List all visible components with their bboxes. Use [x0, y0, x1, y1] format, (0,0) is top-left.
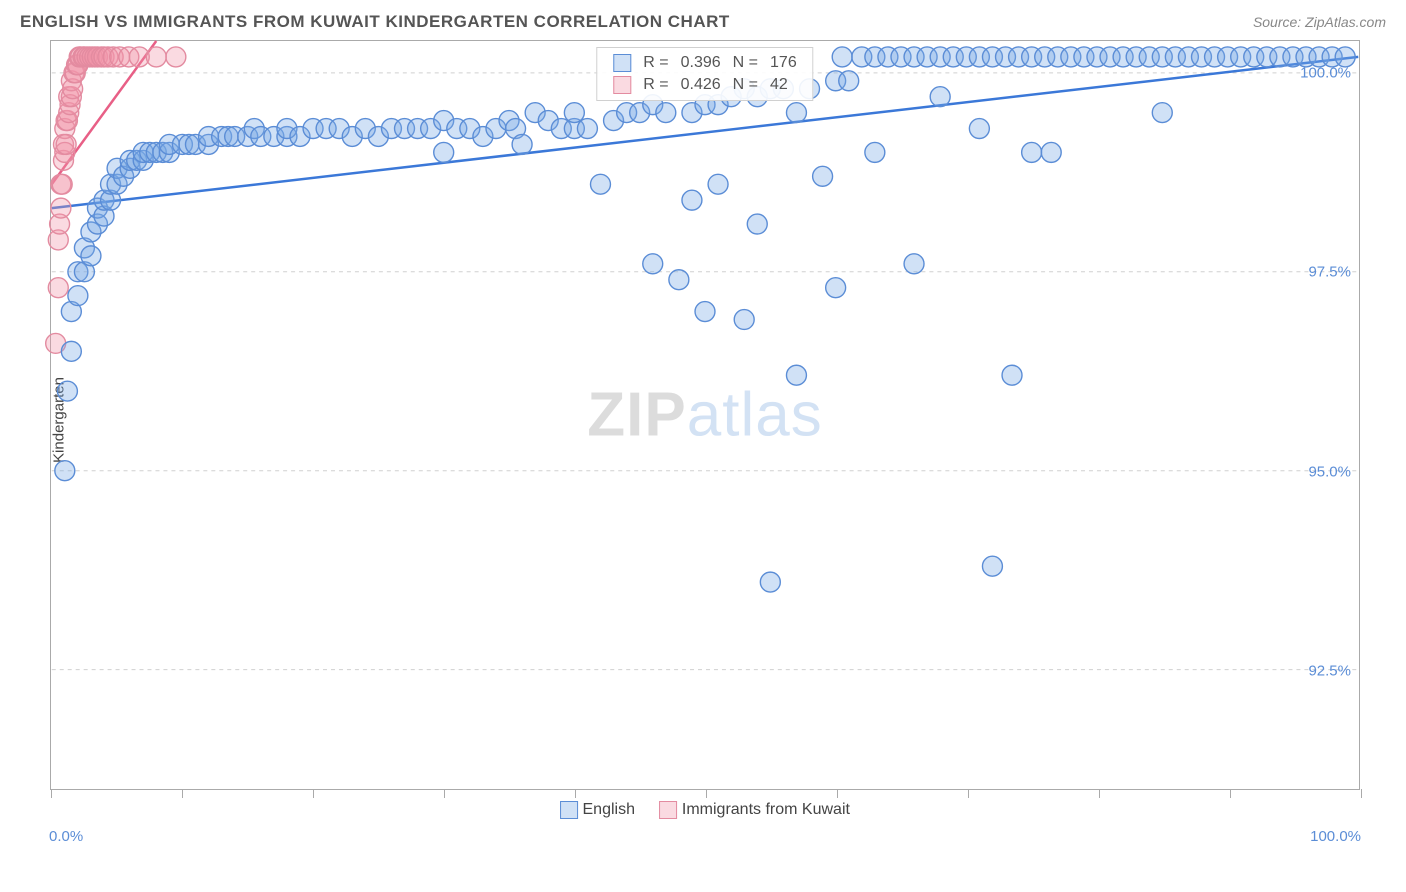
- legend-label-english: English: [583, 801, 635, 818]
- y-tick-label: 95.0%: [1308, 463, 1351, 480]
- chart-header: ENGLISH VS IMMIGRANTS FROM KUWAIT KINDER…: [0, 0, 1406, 40]
- n-value-kuwait: 42: [764, 74, 803, 96]
- legend-square-kuwait-icon: [659, 801, 677, 819]
- chart-area: ZIPatlas R = 0.396 N = 176 R = 0.426 N =…: [50, 40, 1360, 790]
- x-tick: [706, 789, 707, 798]
- x-tick: [313, 789, 314, 798]
- y-tick-label: 97.5%: [1308, 264, 1351, 281]
- n-value-english: 176: [764, 52, 803, 74]
- source-label: Source: ZipAtlas.com: [1253, 14, 1386, 30]
- scatter-plot: [51, 41, 1359, 789]
- x-max-label: 100.0%: [1310, 828, 1361, 845]
- r-value-kuwait: 0.426: [675, 74, 727, 96]
- r-prefix: R =: [637, 74, 674, 96]
- legend-label-kuwait: Immigrants from Kuwait: [682, 801, 850, 818]
- x-tick: [1230, 789, 1231, 798]
- r-value-english: 0.396: [675, 52, 727, 74]
- n-prefix: N =: [727, 74, 764, 96]
- x-tick: [837, 789, 838, 798]
- r-prefix: R =: [637, 52, 674, 74]
- x-tick: [51, 789, 52, 798]
- n-prefix: N =: [727, 52, 764, 74]
- legend-square-english: [613, 54, 631, 72]
- x-min-label: 0.0%: [49, 828, 83, 845]
- x-tick: [1361, 789, 1362, 798]
- y-tick-label: 92.5%: [1308, 663, 1351, 680]
- series-legend: English Immigrants from Kuwait: [550, 801, 860, 819]
- legend-square-kuwait: [613, 76, 631, 94]
- chart-title: ENGLISH VS IMMIGRANTS FROM KUWAIT KINDER…: [20, 12, 730, 32]
- legend-item-kuwait: Immigrants from Kuwait: [659, 801, 850, 819]
- x-tick: [968, 789, 969, 798]
- stats-row-kuwait: R = 0.426 N = 42: [607, 74, 802, 96]
- x-tick: [575, 789, 576, 798]
- legend-square-english-icon: [560, 801, 578, 819]
- stats-legend: R = 0.396 N = 176 R = 0.426 N = 42: [596, 47, 813, 101]
- y-tick-label: 100.0%: [1300, 64, 1351, 81]
- x-tick: [444, 789, 445, 798]
- x-tick: [1099, 789, 1100, 798]
- legend-item-english: English: [560, 801, 635, 819]
- x-tick: [182, 789, 183, 798]
- stats-row-english: R = 0.396 N = 176: [607, 52, 802, 74]
